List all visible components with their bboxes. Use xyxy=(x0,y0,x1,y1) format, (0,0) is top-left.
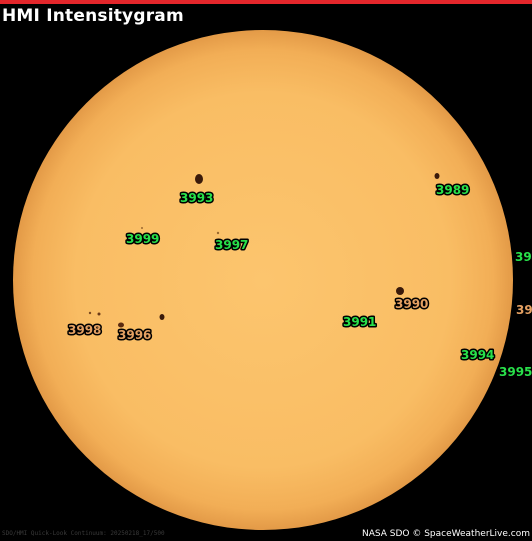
region-label-3991: 3991 xyxy=(343,315,376,329)
region-label-3994: 3994 xyxy=(461,348,494,362)
solar-disk xyxy=(13,30,513,530)
image-credit: NASA SDO © SpaceWeatherLive.com xyxy=(361,529,530,539)
sunspots xyxy=(88,173,440,328)
region-label-3995: 3995 xyxy=(499,365,532,379)
region-label-3996: 3996 xyxy=(118,328,151,342)
sunspot xyxy=(434,173,440,179)
sunspot xyxy=(195,174,203,184)
region-label-edge-green: 39 xyxy=(515,250,532,264)
sunspot xyxy=(88,311,92,315)
sunspot xyxy=(118,322,124,328)
region-label-3989: 3989 xyxy=(436,183,469,197)
sunspot xyxy=(159,314,165,320)
top-accent-bar xyxy=(0,0,532,4)
region-label-edge-orange: 39 xyxy=(516,303,532,317)
region-label-3998: 3998 xyxy=(68,323,101,337)
image-title: HMI Intensitygram xyxy=(2,6,184,26)
sunspot xyxy=(216,231,220,235)
sunspot xyxy=(97,312,101,316)
region-label-3999: 3999 xyxy=(126,232,159,246)
sunspot xyxy=(396,287,404,295)
region-label-3990: 3990 xyxy=(395,297,428,311)
region-label-3997: 3997 xyxy=(215,238,248,252)
image-caption: SDO/HMI Quick-Look Continuum: 20250218_1… xyxy=(2,530,165,537)
sunspot xyxy=(141,227,143,229)
region-label-3993: 3993 xyxy=(180,191,213,205)
